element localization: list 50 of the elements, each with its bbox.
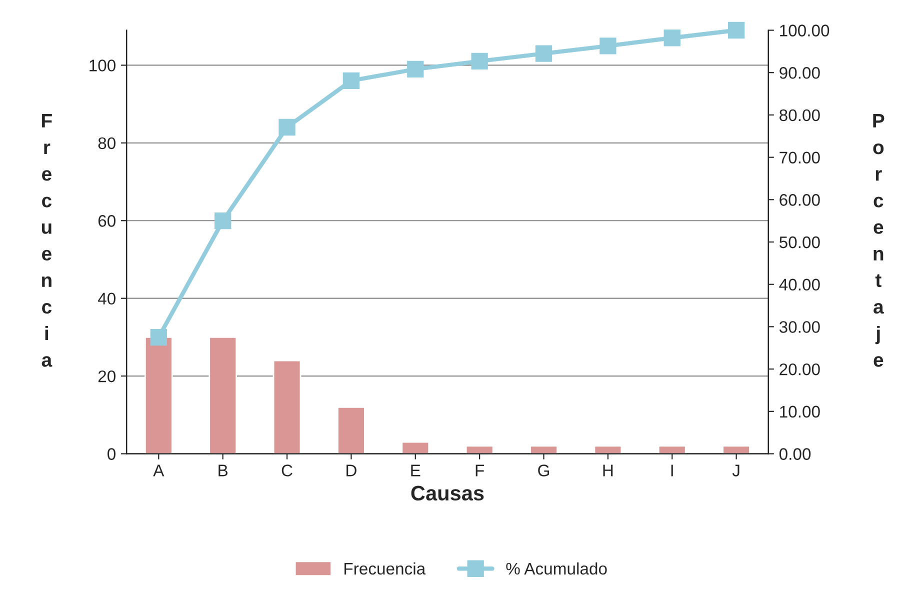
y2-tick-label: 100.00 (780, 24, 830, 36)
y-tick-label: 0 (108, 448, 116, 460)
point (342, 72, 360, 89)
y2-tick-label: 60.00 (780, 194, 820, 206)
x-tick-label: G (538, 464, 549, 476)
bar (401, 441, 430, 454)
y-tick-label: 60 (98, 215, 116, 227)
bar (208, 336, 238, 454)
y2-tick-label: 70.00 (780, 152, 820, 164)
point (664, 30, 680, 46)
bar (337, 406, 366, 454)
y2-tick-label: 30.00 (779, 321, 820, 333)
x-tick-label: J (732, 464, 740, 476)
bar (722, 445, 750, 454)
y2-tick-label: 90.00 (780, 67, 820, 79)
x-tick-label: I (671, 464, 673, 476)
y-tick-label: 80 (98, 137, 116, 150)
x-tick-label: A (153, 464, 164, 476)
legend-label: % Acumulado (506, 562, 607, 575)
x-tick-label: B (218, 464, 228, 476)
point (407, 60, 424, 78)
x-axis-title: Causas (411, 486, 484, 501)
text: Frecuencia (42, 114, 52, 367)
point (535, 45, 552, 62)
x-tick-label: C (282, 464, 292, 476)
point (471, 52, 488, 70)
y2-tick-label: 40.00 (779, 278, 820, 291)
y-tick-label: 40 (98, 292, 116, 305)
x-tick-label: H (603, 464, 613, 476)
legend-label: Frecuencia (344, 562, 426, 575)
y-tick-label: 20 (98, 370, 116, 382)
point (728, 22, 745, 39)
y2-tick-label: 20.00 (780, 363, 820, 376)
y2-tick-label: 10.00 (780, 406, 820, 418)
text: Porcentaje (873, 114, 884, 367)
y-tick-label: 100 (90, 60, 116, 72)
x-tick-label: F (476, 464, 484, 476)
bar (658, 445, 686, 454)
x-tick-label: E (411, 464, 420, 476)
point (600, 38, 616, 54)
y2-tick-label: 50.00 (779, 236, 820, 248)
point (150, 328, 167, 346)
bar (530, 445, 558, 454)
y2-tick-label: 80.00 (780, 109, 820, 122)
bar (144, 336, 173, 454)
x-tick-label: D (346, 464, 356, 476)
y2-tick-label: 0.00 (779, 448, 811, 460)
point (214, 212, 232, 230)
bar (272, 360, 302, 454)
point (278, 118, 296, 136)
